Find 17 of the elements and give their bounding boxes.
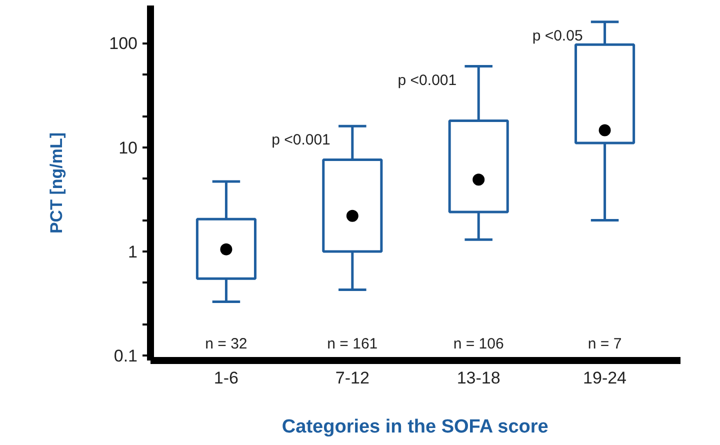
annotation: n = 161	[327, 336, 378, 352]
annotation: p <0.001	[272, 132, 330, 149]
y-tick-label: 0.1	[114, 346, 138, 366]
x-tick-label: 1-6	[214, 368, 239, 388]
y-tick-label: 1	[128, 242, 138, 262]
annotation: n = 7	[588, 336, 622, 352]
y-tick-label: 10	[118, 138, 138, 158]
x-tick-label: 13-18	[456, 368, 500, 388]
x-tick-label: 7-12	[335, 368, 370, 388]
y-axis-title: PCT [ng/mL]	[47, 132, 66, 234]
y-tick-label: 100	[109, 34, 138, 54]
x-axis-title: Categories in the SOFA score	[282, 416, 548, 438]
annotation: p <0.001	[398, 72, 457, 89]
annotation: p <0.05	[532, 27, 583, 44]
annotation: n = 106	[453, 336, 504, 352]
annotation: n = 32	[205, 336, 248, 352]
x-tick-label: 19-24	[583, 368, 627, 388]
